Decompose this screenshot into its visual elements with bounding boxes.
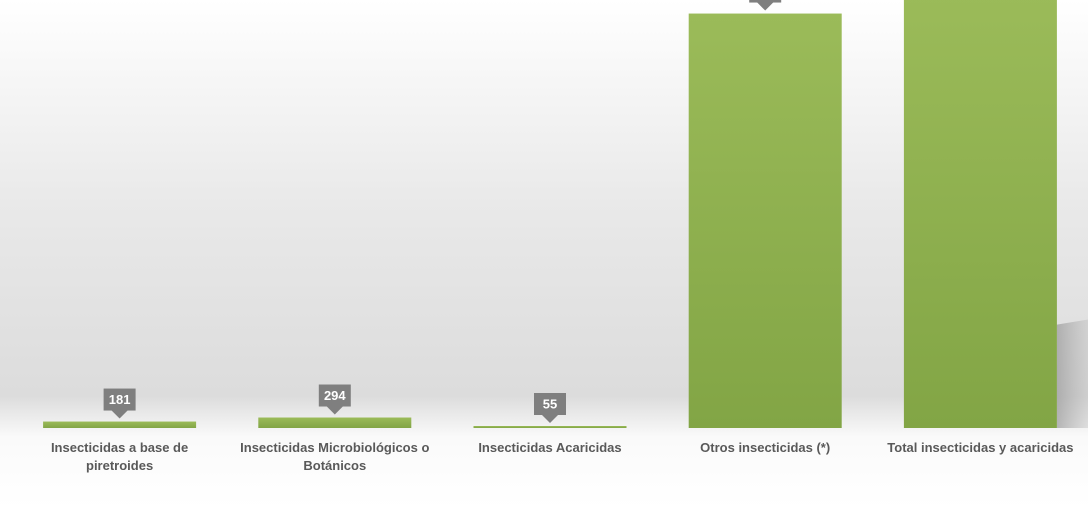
bar xyxy=(903,0,1057,429)
value-label: 181 xyxy=(109,392,131,407)
value-label-arrow xyxy=(111,410,128,419)
x-tick-label: Otros insecticidas (*) xyxy=(700,440,831,455)
bar-shadow xyxy=(1056,319,1088,428)
bar xyxy=(473,426,627,428)
x-tick-label: Insecticidas Acaricidas xyxy=(478,440,622,455)
value-label-arrow xyxy=(757,2,774,11)
bar xyxy=(688,13,842,428)
value-label-box xyxy=(318,384,351,407)
value-label-box xyxy=(534,393,566,415)
bar xyxy=(43,421,197,428)
value-label-box xyxy=(103,388,136,411)
value-label-arrow xyxy=(542,415,558,423)
bar xyxy=(258,417,412,428)
x-tick-label: Total insecticidas y acaricidas xyxy=(887,440,1074,455)
value-label: 294 xyxy=(324,388,346,403)
x-tick-label: Insecticidas a base de piretroides xyxy=(50,440,189,473)
x-tick-label: Insecticidas Microbiológicos o Botánicos xyxy=(240,440,430,473)
value-label-box xyxy=(749,0,782,3)
value-label-arrow xyxy=(326,406,343,415)
value-label: 55 xyxy=(543,396,557,411)
